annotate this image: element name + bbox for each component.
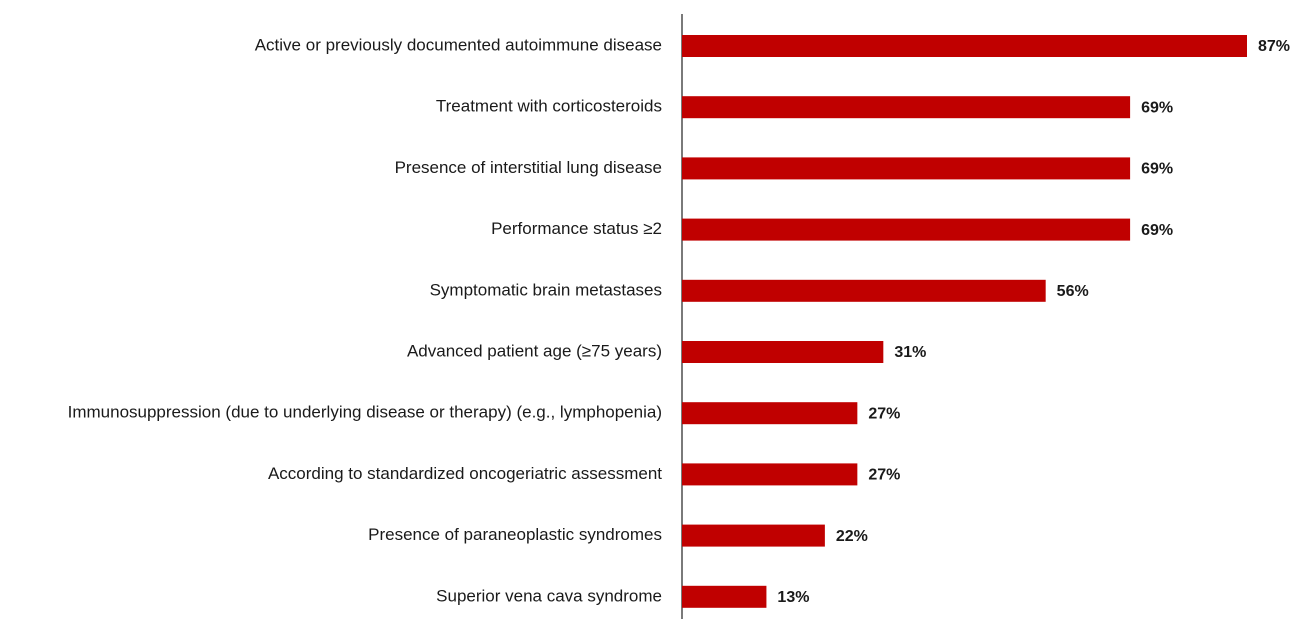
category-label: Treatment with corticosteroids [436,97,662,116]
category-label: Presence of interstitial lung disease [395,158,662,177]
category-label: According to standardized oncogeriatric … [268,464,662,483]
category-label: Active or previously documented autoimmu… [255,35,662,54]
value-label: 87% [1258,38,1290,55]
value-label: 13% [777,589,809,606]
category-label: Performance status ≥2 [491,219,662,238]
value-label: 27% [868,467,900,484]
value-label: 22% [836,528,868,545]
value-label: 56% [1057,283,1089,300]
value-label: 69% [1141,222,1173,239]
bar [682,218,1131,241]
bar [682,524,825,547]
value-label: 31% [894,344,926,361]
bar [682,279,1046,302]
category-label: Superior vena cava syndrome [436,586,662,605]
bar [682,402,858,425]
bar [682,585,767,608]
category-label: Immunosuppression (due to underlying dis… [68,403,662,422]
bar [682,96,1131,119]
value-label: 69% [1141,99,1173,116]
value-label: 27% [868,405,900,422]
value-label: 69% [1141,161,1173,178]
bar [682,463,858,486]
category-label: Advanced patient age (≥75 years) [407,341,662,360]
category-label: Presence of paraneoplastic syndromes [368,525,662,544]
bar [682,35,1247,57]
bar [682,157,1131,180]
bar [682,341,884,363]
category-label: Symptomatic brain metastases [430,280,662,299]
